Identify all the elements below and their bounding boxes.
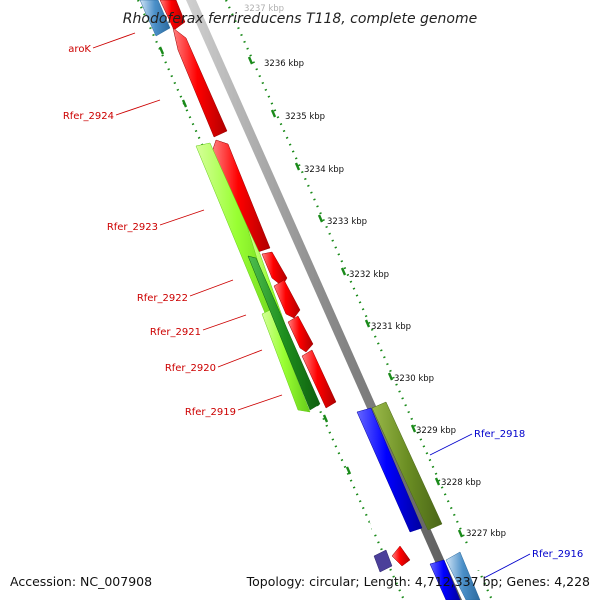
- gene-label-rfer-2919[interactable]: Rfer_2919: [185, 407, 236, 418]
- gene-rfer-2921-feature[interactable]: [273, 279, 301, 319]
- genome-title: Rhodoferax ferrireducens T118, complete …: [123, 11, 477, 27]
- scale-label: 3231 kbp: [371, 322, 411, 332]
- gene-red-bottom-feature[interactable]: [391, 545, 411, 567]
- scale-label: 3228 kbp: [441, 478, 481, 488]
- topology-label: Topology: circular; Length: 4,712,337 bp…: [246, 574, 590, 589]
- scale-labels: 3237 kbp 3236 kbp 3235 kbp 3234 kbp 3233…: [244, 4, 506, 539]
- gene-rfer-2922-green-feature[interactable]: [247, 255, 321, 411]
- gene-blue-feature[interactable]: [356, 407, 423, 533]
- scale-label: 3230 kbp: [394, 374, 434, 384]
- gene-label-rfer-2918[interactable]: Rfer_2918: [474, 429, 525, 440]
- gene-rfer-2918-feature[interactable]: [371, 401, 443, 531]
- gene-rfer-2920-feature[interactable]: [287, 315, 314, 353]
- gene-labels: aroK Rfer_2924 Rfer_2923 Rfer_2922 Rfer_…: [63, 44, 583, 560]
- gene-label-rfer-2922[interactable]: Rfer_2922: [137, 293, 188, 304]
- scale-label: 3234 kbp: [304, 165, 344, 175]
- scale-label: 3236 kbp: [264, 59, 304, 69]
- callout-lines-blue: [429, 433, 531, 579]
- gene-rfer-2916-feature[interactable]: [445, 551, 481, 600]
- scale-ticks: [247, 56, 464, 538]
- gene-arok-feature[interactable]: [139, 0, 171, 37]
- gene-label-rfer-2920[interactable]: Rfer_2920: [165, 363, 216, 374]
- gene-label-rfer-2924[interactable]: Rfer_2924: [63, 111, 114, 122]
- gene-label-arok[interactable]: aroK: [68, 44, 91, 55]
- gene-label-rfer-2923[interactable]: Rfer_2923: [107, 222, 158, 233]
- gene-blue-bottom-feature[interactable]: [429, 559, 461, 600]
- gene-small-top-feature[interactable]: [159, 0, 186, 31]
- callout-lines-red: [92, 32, 283, 411]
- scale-label: 3233 kbp: [327, 217, 367, 227]
- scale-label: 3237 kbp: [244, 4, 284, 14]
- gene-label-rfer-2921[interactable]: Rfer_2921: [150, 327, 201, 338]
- gene-rfer-2924-feature[interactable]: [172, 27, 228, 138]
- accession-label: Accession: NC_007908: [10, 574, 152, 589]
- gene-purple-feature[interactable]: [373, 549, 393, 573]
- scale-label: 3232 kbp: [349, 270, 389, 280]
- gene-rfer-2919-feature[interactable]: [301, 349, 337, 409]
- gene-label-rfer-2916[interactable]: Rfer_2916: [532, 549, 583, 560]
- scale-label: 3227 kbp: [466, 529, 506, 539]
- scale-label: 3235 kbp: [285, 112, 325, 122]
- scale-label: 3229 kbp: [416, 426, 456, 436]
